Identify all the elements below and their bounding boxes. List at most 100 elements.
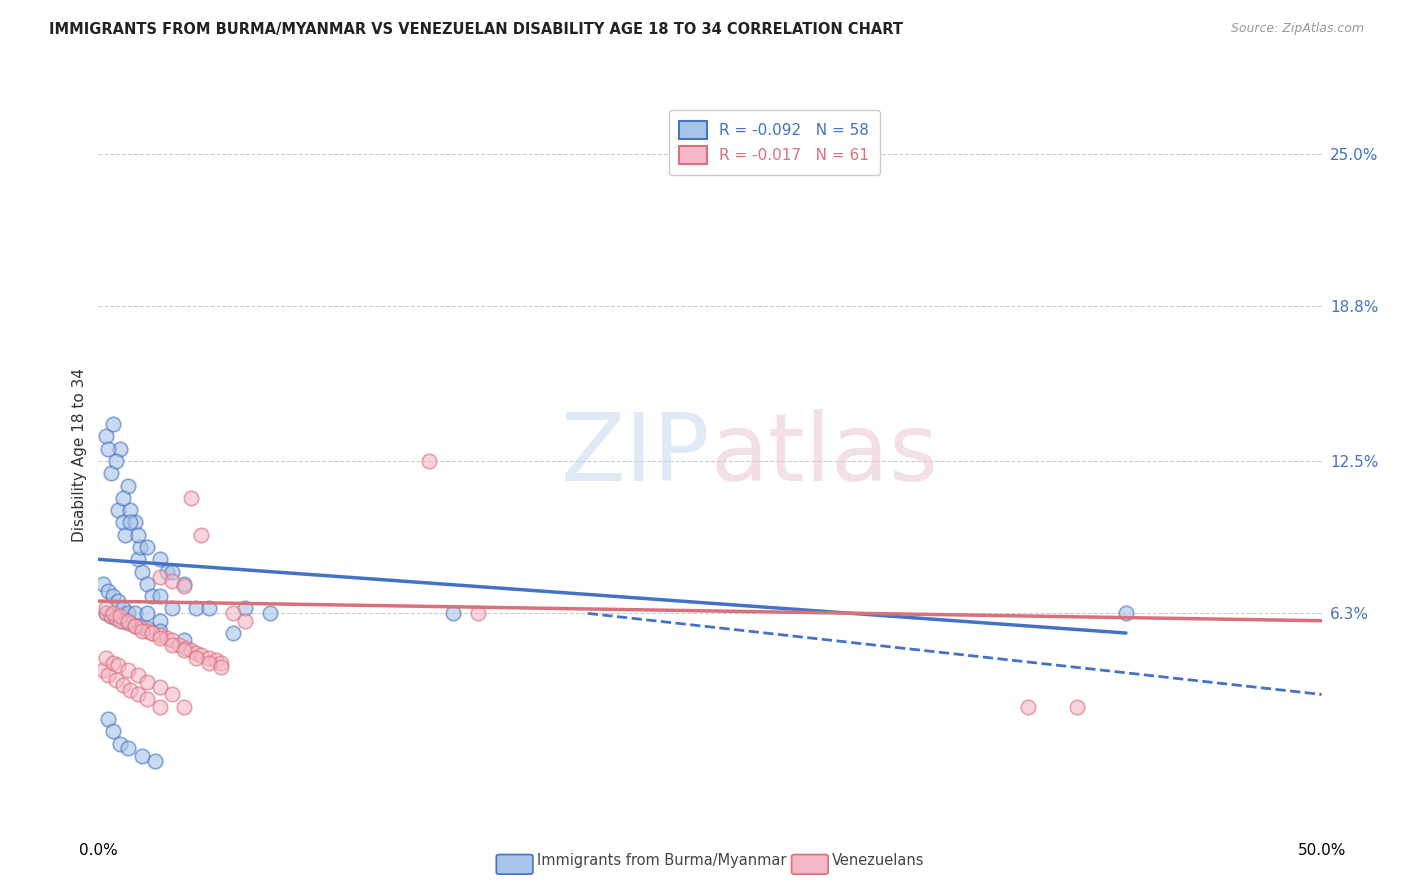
Point xyxy=(180,491,202,505)
Point xyxy=(111,516,134,530)
Point xyxy=(127,552,149,566)
Point xyxy=(117,607,139,621)
Point xyxy=(104,611,127,625)
Point xyxy=(97,584,120,599)
Point xyxy=(111,614,134,628)
Point xyxy=(91,663,114,677)
Point xyxy=(149,680,172,694)
Point xyxy=(124,516,146,530)
Point xyxy=(110,608,132,623)
Point xyxy=(156,565,179,579)
Text: IMMIGRANTS FROM BURMA/MYANMAR VS VENEZUELAN DISABILITY AGE 18 TO 34 CORRELATION : IMMIGRANTS FROM BURMA/MYANMAR VS VENEZUE… xyxy=(49,22,903,37)
Point xyxy=(441,607,464,621)
Point xyxy=(141,626,163,640)
Point xyxy=(97,712,120,726)
Point xyxy=(127,667,149,681)
Point xyxy=(190,648,212,662)
Point xyxy=(156,631,179,645)
Point xyxy=(107,594,129,608)
Point xyxy=(110,442,132,456)
Point xyxy=(1017,699,1039,714)
Point xyxy=(117,741,139,756)
Point xyxy=(94,607,117,621)
Text: atlas: atlas xyxy=(710,409,938,501)
Point xyxy=(209,660,232,674)
Point xyxy=(100,608,122,623)
Point xyxy=(117,616,139,631)
Point xyxy=(97,442,120,456)
Point xyxy=(120,516,142,530)
Point xyxy=(101,589,124,603)
Point xyxy=(186,601,208,615)
Point xyxy=(141,626,163,640)
Point xyxy=(149,614,172,628)
Point xyxy=(173,633,195,648)
Point xyxy=(117,614,139,628)
Point xyxy=(467,607,489,621)
Point xyxy=(107,657,129,672)
Point xyxy=(94,607,117,621)
Point xyxy=(233,614,256,628)
Point xyxy=(117,663,139,677)
Point xyxy=(197,656,219,670)
Point xyxy=(94,429,117,443)
Point xyxy=(131,621,153,635)
Point xyxy=(101,656,124,670)
Point xyxy=(127,528,149,542)
Text: ZIP: ZIP xyxy=(561,409,710,501)
Point xyxy=(94,601,117,615)
Point xyxy=(111,678,134,692)
Point xyxy=(136,607,159,621)
Point xyxy=(101,417,124,432)
Point xyxy=(173,579,195,593)
Point xyxy=(259,607,281,621)
Point xyxy=(124,618,146,632)
Point xyxy=(149,624,172,638)
Point xyxy=(176,640,198,655)
Point xyxy=(160,638,183,652)
Point xyxy=(114,528,136,542)
Point xyxy=(222,607,245,621)
Point xyxy=(233,601,256,615)
Point xyxy=(101,607,124,621)
Point xyxy=(160,688,183,702)
Point xyxy=(209,656,232,670)
Point xyxy=(127,688,149,702)
Point xyxy=(1066,699,1088,714)
Point xyxy=(222,626,245,640)
Point xyxy=(149,628,172,642)
Point xyxy=(104,673,127,687)
Point xyxy=(104,611,127,625)
Legend: R = -0.092   N = 58, R = -0.017   N = 61: R = -0.092 N = 58, R = -0.017 N = 61 xyxy=(669,111,880,175)
Point xyxy=(136,540,159,554)
Text: Immigrants from Burma/Myanmar: Immigrants from Burma/Myanmar xyxy=(537,853,786,868)
Point xyxy=(127,618,149,632)
Point xyxy=(136,621,159,635)
Point xyxy=(149,569,172,583)
Point xyxy=(136,577,159,591)
Point xyxy=(186,650,208,665)
Point xyxy=(149,631,172,645)
Point xyxy=(197,601,219,615)
Point xyxy=(160,565,183,579)
Point xyxy=(160,633,183,648)
Point xyxy=(190,528,212,542)
Point xyxy=(205,653,228,667)
Point xyxy=(107,503,129,517)
Point xyxy=(173,699,195,714)
Point xyxy=(111,491,134,505)
Text: Venezuelans: Venezuelans xyxy=(832,853,925,868)
Point xyxy=(136,675,159,690)
Point xyxy=(167,638,190,652)
Point xyxy=(131,748,153,763)
Point xyxy=(186,646,208,660)
Point xyxy=(149,552,172,566)
Point xyxy=(131,624,153,638)
Point xyxy=(110,737,132,751)
Point xyxy=(418,454,440,468)
Point xyxy=(97,667,120,681)
Point xyxy=(173,643,195,657)
Point xyxy=(160,601,183,615)
Point xyxy=(101,724,124,739)
Point xyxy=(173,577,195,591)
